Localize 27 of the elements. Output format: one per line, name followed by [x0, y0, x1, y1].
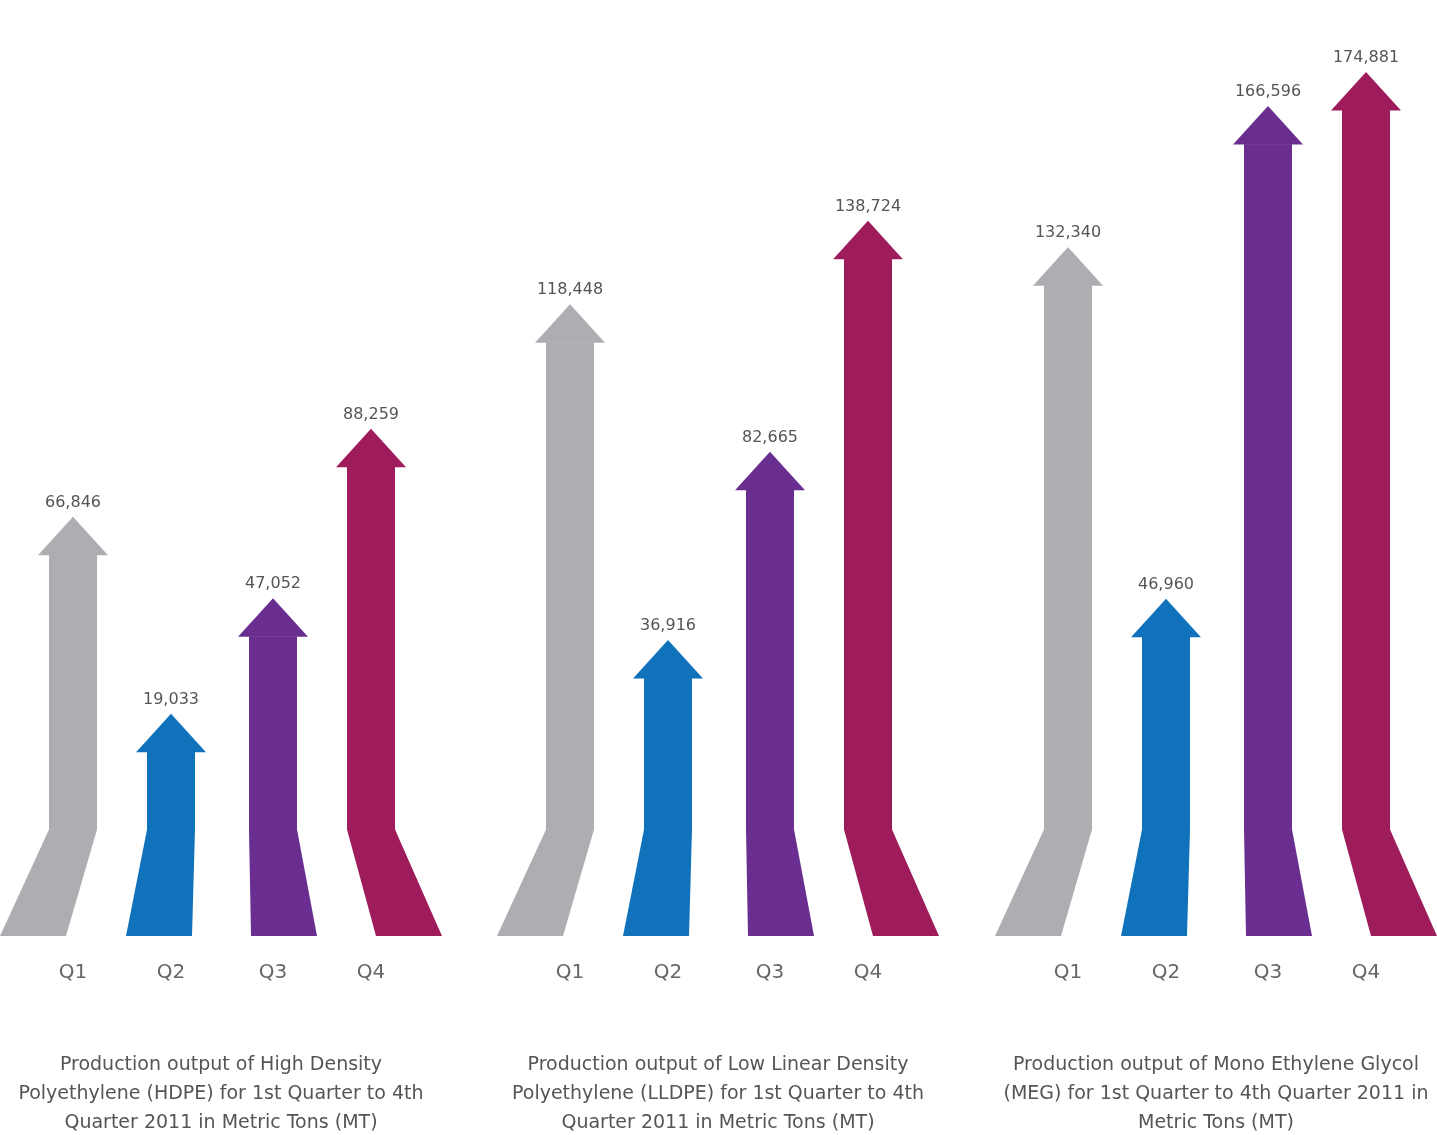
x-tick-label: Q3: [755, 959, 785, 983]
data-label: 36,916: [640, 615, 696, 635]
data-label: 82,665: [742, 426, 798, 446]
data-label: 138,724: [834, 195, 902, 215]
x-tick-label: Q1: [555, 959, 585, 983]
x-tick-label: Q1: [58, 959, 88, 983]
x-tick-label: Q3: [258, 959, 288, 983]
data-label: 46,960: [1138, 573, 1194, 593]
data-label: 19,033: [143, 688, 199, 708]
x-tick-label: Q2: [156, 959, 186, 983]
text: Production output of Mono Ethylene Glycol (MEG) for 1st Quarter to 4th Quarter 2011 in Metric Tons (MT): [1003, 1052, 1429, 1132]
text: Production output of Low Linear Density Polyethylene (LLDPE) for 1st Quarter to 4th Quarter 2011 in Metric Tons (MT): [512, 1052, 924, 1132]
data-label: 118,448: [536, 279, 604, 299]
data-label: 132,340: [1034, 222, 1102, 242]
data-label: 166,596: [1234, 81, 1302, 101]
x-tick-label: Q2: [1151, 959, 1181, 983]
text: Production output of High Density Polyethylene (HDPE) for 1st Quarter to 4th Quarter 2011 in Metric Tons (MT): [18, 1052, 424, 1132]
x-tick-label: Q1: [1053, 959, 1083, 983]
x-tick-label: Q2: [653, 959, 683, 983]
x-tick-label: Q4: [1351, 959, 1381, 983]
data-label: 88,259: [343, 403, 399, 423]
data-label: 47,052: [245, 573, 301, 593]
x-tick-label: Q4: [356, 959, 386, 983]
x-tick-label: Q3: [1253, 959, 1283, 983]
x-tick-label: Q4: [853, 959, 883, 983]
data-label: 174,881: [1332, 47, 1400, 66]
data-label: 66,846: [45, 491, 101, 511]
